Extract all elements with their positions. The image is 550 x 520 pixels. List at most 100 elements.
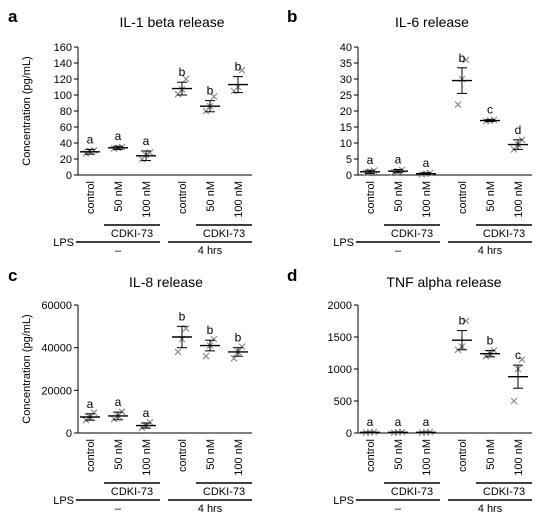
data-point-stroke xyxy=(174,348,182,356)
data-point-stroke xyxy=(238,343,246,351)
y-tick-label: 20000 xyxy=(41,385,72,397)
data-point xyxy=(182,75,190,83)
y-tick-label: 0 xyxy=(346,428,352,440)
lps-group-label: 4 hrs xyxy=(478,503,503,515)
x-tick-label: control xyxy=(457,439,469,472)
treatment-label: CDKI-73 xyxy=(111,228,153,240)
x-tick-label: control xyxy=(177,439,189,472)
data-point xyxy=(90,409,98,417)
data-point-stroke xyxy=(238,66,246,74)
chart-title: IL-1 beta release xyxy=(119,14,224,30)
y-axis-label: Concentration (pg/mL) xyxy=(21,314,33,423)
lps-group-label: 4 hrs xyxy=(198,503,223,515)
data-point xyxy=(518,355,526,363)
treatment-label: CDKI-73 xyxy=(203,486,245,498)
data-point-stroke xyxy=(202,352,210,360)
significance-label: d xyxy=(515,123,522,137)
x-tick-label: control xyxy=(457,181,469,214)
data-point xyxy=(454,101,462,109)
significance-label: a xyxy=(115,129,122,143)
y-tick-label: 10 xyxy=(340,138,352,150)
y-tick-label: 40000 xyxy=(41,343,72,355)
x-tick-label: 50 nM xyxy=(485,181,497,212)
chart-panel-d: d TNF alpha release 0 500 1000 1500 2000 contro… xyxy=(287,266,532,515)
x-tick-label: 100 nM xyxy=(421,181,433,218)
data-point-stroke xyxy=(182,75,190,83)
y-tick-label: 20 xyxy=(60,154,72,166)
data-point xyxy=(462,317,470,325)
y-axis-label: Concentration (pg/mL) xyxy=(21,56,33,165)
data-point xyxy=(210,335,218,343)
x-tick-label: 50 nM xyxy=(113,439,125,470)
x-tick-label: 100 nM xyxy=(233,181,245,218)
significance-label: a xyxy=(87,132,94,146)
y-tick-label: 20 xyxy=(340,106,352,118)
y-tick-label: 5 xyxy=(346,154,352,166)
x-tick-label: 100 nM xyxy=(513,181,525,218)
lps-label: LPS xyxy=(53,237,74,249)
data-point-stroke xyxy=(90,409,98,417)
lps-group-label: 4 hrs xyxy=(478,245,503,257)
y-tick-label: 30 xyxy=(340,74,352,86)
y-tick-label: 0 xyxy=(66,428,72,440)
significance-label: b xyxy=(207,84,214,98)
significance-label: a xyxy=(143,134,150,148)
significance-label: b xyxy=(179,65,186,79)
panel-letter: d xyxy=(287,266,297,285)
data-point-stroke xyxy=(454,101,462,109)
data-point-stroke xyxy=(462,317,470,325)
treatment-label: CDKI-73 xyxy=(391,486,433,498)
data-point xyxy=(174,348,182,356)
treatment-label: CDKI-73 xyxy=(391,228,433,240)
y-tick-label: 160 xyxy=(54,42,72,54)
y-tick-label: 2000 xyxy=(328,300,352,312)
significance-label: a xyxy=(395,415,402,429)
significance-label: a xyxy=(395,153,402,167)
significance-label: c xyxy=(515,348,521,362)
significance-label: c xyxy=(487,103,493,117)
treatment-label: CDKI-73 xyxy=(483,486,525,498)
data-point-stroke xyxy=(146,418,154,426)
significance-label: b xyxy=(487,333,494,347)
x-tick-label: control xyxy=(365,439,377,472)
x-tick-label: 50 nM xyxy=(393,439,405,470)
significance-label: b xyxy=(235,331,242,345)
y-tick-label: 60000 xyxy=(41,300,72,312)
significance-label: b xyxy=(235,60,242,74)
y-tick-label: 1000 xyxy=(328,364,352,376)
chart-panel-a: a IL-1 beta release Concentration (pg/mL) 0… xyxy=(8,7,252,257)
data-point-stroke xyxy=(462,56,470,64)
panel-letter: a xyxy=(8,7,18,26)
treatment-label: CDKI-73 xyxy=(483,228,525,240)
x-tick-label: 50 nM xyxy=(205,439,217,470)
significance-label: b xyxy=(207,323,214,337)
x-tick-label: 100 nM xyxy=(141,181,153,218)
lps-group-label: – xyxy=(115,503,122,515)
panel-letter: c xyxy=(8,266,17,285)
data-point xyxy=(210,93,218,101)
y-tick-label: 100 xyxy=(54,90,72,102)
data-point-stroke xyxy=(210,93,218,101)
data-point xyxy=(146,418,154,426)
chart-title: IL-6 release xyxy=(395,14,469,30)
y-tick-label: 1500 xyxy=(328,332,352,344)
lps-group-label: 4 hrs xyxy=(198,245,223,257)
x-tick-label: 100 nM xyxy=(233,439,245,476)
y-tick-label: 25 xyxy=(340,90,352,102)
y-tick-label: 80 xyxy=(60,106,72,118)
significance-label: a xyxy=(115,395,122,409)
data-point xyxy=(462,56,470,64)
treatment-label: CDKI-73 xyxy=(111,486,153,498)
significance-label: a xyxy=(423,415,430,429)
data-point xyxy=(202,352,210,360)
data-point-stroke xyxy=(146,149,154,157)
x-tick-label: 50 nM xyxy=(485,439,497,470)
lps-group-label: – xyxy=(115,245,122,257)
data-point xyxy=(510,397,518,405)
data-point xyxy=(238,343,246,351)
y-tick-label: 0 xyxy=(66,170,72,182)
chart-panel-c: c IL-8 release Concentration (pg/mL) 0 20000… xyxy=(8,266,252,515)
x-tick-label: 50 nM xyxy=(205,181,217,212)
significance-label: a xyxy=(143,406,150,420)
x-tick-label: 50 nM xyxy=(113,181,125,212)
